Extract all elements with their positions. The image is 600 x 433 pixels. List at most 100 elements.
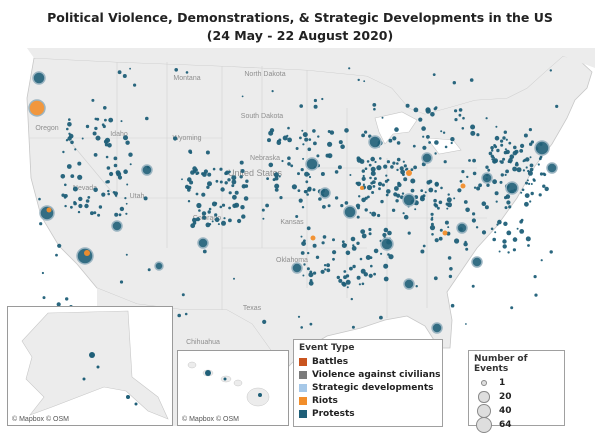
protest-event-marker: [297, 189, 301, 193]
size-legend-label: 20: [499, 392, 512, 402]
great-lakes: [374, 111, 462, 155]
protest-event-marker: [463, 200, 468, 204]
protest-event-marker: [281, 159, 284, 163]
protest-event-marker: [388, 254, 394, 260]
map-subtitle: (24 May - 22 August 2020): [206, 28, 394, 43]
protest-event-marker: [141, 164, 153, 176]
protest-event-marker: [463, 242, 468, 247]
protest-event-marker: [261, 208, 265, 212]
map-credit-hawaii: © Mapbox © OSM: [182, 416, 239, 423]
protest-event-marker: [63, 195, 67, 199]
protest-event-marker: [506, 200, 511, 205]
protest-event-marker: [495, 125, 498, 128]
protest-event-marker: [300, 251, 305, 255]
protest-event-marker: [507, 160, 511, 163]
protest-event-marker: [492, 156, 495, 159]
alaska-event-marker: [134, 402, 138, 406]
protest-event-marker: [206, 185, 210, 189]
protest-event-marker: [70, 140, 74, 145]
protest-event-marker: [309, 322, 313, 326]
protest-event-marker: [357, 78, 360, 82]
protest-event-marker: [300, 235, 303, 238]
protest-event-marker: [384, 179, 388, 183]
protest-event-marker: [68, 118, 71, 121]
protest-event-marker: [503, 150, 508, 155]
protest-event-marker: [234, 190, 239, 195]
protest-event-marker: [379, 157, 382, 160]
protest-event-marker: [500, 143, 504, 147]
protest-event-marker: [428, 141, 431, 144]
protest-event-marker: [201, 192, 206, 197]
alaska-inset[interactable]: © Mapbox © OSM: [7, 306, 173, 426]
protest-event-marker: [243, 196, 249, 201]
protest-event-marker: [301, 241, 306, 247]
place-label: Nebraska: [250, 155, 280, 162]
protest-event-marker: [240, 169, 245, 173]
protest-event-marker: [524, 201, 529, 207]
legend-item-protests[interactable]: Protests: [299, 407, 442, 420]
protest-event-marker: [143, 196, 148, 201]
protest-event-marker: [56, 302, 61, 307]
protest-event-marker: [438, 236, 443, 241]
protest-event-marker: [512, 150, 518, 156]
protest-event-marker: [326, 268, 331, 273]
protest-event-marker: [430, 218, 434, 221]
protest-event-marker: [361, 169, 365, 173]
protest-event-marker: [105, 155, 109, 159]
legend-item-battles[interactable]: Battles: [299, 355, 442, 368]
protest-event-marker: [385, 174, 388, 177]
protest-event-marker: [356, 206, 360, 210]
protest-event-marker: [308, 138, 312, 141]
protest-event-marker: [494, 145, 498, 149]
protest-event-marker: [306, 193, 309, 196]
protest-event-marker: [370, 264, 373, 268]
protest-event-marker: [265, 203, 269, 208]
protest-event-marker: [403, 164, 407, 168]
protest-event-marker: [372, 103, 377, 107]
protest-event-marker: [402, 173, 405, 176]
legend-item-strategic-developments[interactable]: Strategic developments: [299, 381, 442, 394]
hawaii-event-marker: [223, 377, 227, 381]
protest-event-marker: [219, 205, 223, 209]
protest-event-marker: [102, 124, 106, 129]
size-legend-item: 40: [469, 404, 564, 418]
protest-event-marker: [113, 163, 118, 168]
protest-event-marker: [421, 126, 426, 131]
protest-event-marker: [368, 273, 373, 278]
legend-item-riots[interactable]: Riots: [299, 394, 442, 407]
protest-event-marker: [190, 223, 196, 229]
legend-swatch: [299, 409, 307, 418]
protest-event-marker: [346, 286, 349, 289]
protest-event-marker: [67, 122, 72, 127]
hawaii-inset[interactable]: © Mapbox © OSM: [177, 350, 289, 426]
protest-event-marker: [505, 181, 519, 195]
legend-label: Battles: [312, 356, 349, 367]
protest-event-marker: [57, 243, 62, 248]
protest-event-marker: [62, 150, 65, 154]
protest-event-marker: [500, 139, 504, 143]
protest-event-marker: [546, 162, 558, 174]
size-legend-circle: [478, 391, 490, 403]
protest-event-marker: [549, 69, 552, 72]
protest-event-marker: [306, 267, 310, 271]
protest-event-marker: [123, 135, 128, 141]
protest-event-marker: [370, 181, 374, 185]
protest-event-marker: [420, 189, 424, 193]
protest-event-marker: [317, 135, 320, 138]
protest-event-marker: [454, 109, 458, 113]
protest-event-marker: [365, 255, 371, 260]
protest-event-marker: [410, 168, 414, 171]
protest-event-marker: [129, 163, 132, 166]
riot-event-marker: [460, 183, 466, 189]
protest-event-marker: [434, 140, 439, 145]
legend-item-violence-against-civilians[interactable]: Violence against civilians: [299, 368, 442, 381]
protest-event-marker: [327, 130, 331, 133]
protest-event-marker: [78, 203, 83, 209]
protest-event-marker: [231, 179, 237, 185]
protest-event-marker: [512, 248, 516, 252]
protest-event-marker: [271, 90, 274, 93]
protest-event-marker: [440, 130, 443, 133]
protest-event-marker: [400, 169, 405, 175]
protest-event-marker: [97, 213, 101, 217]
protest-event-marker: [192, 217, 197, 223]
